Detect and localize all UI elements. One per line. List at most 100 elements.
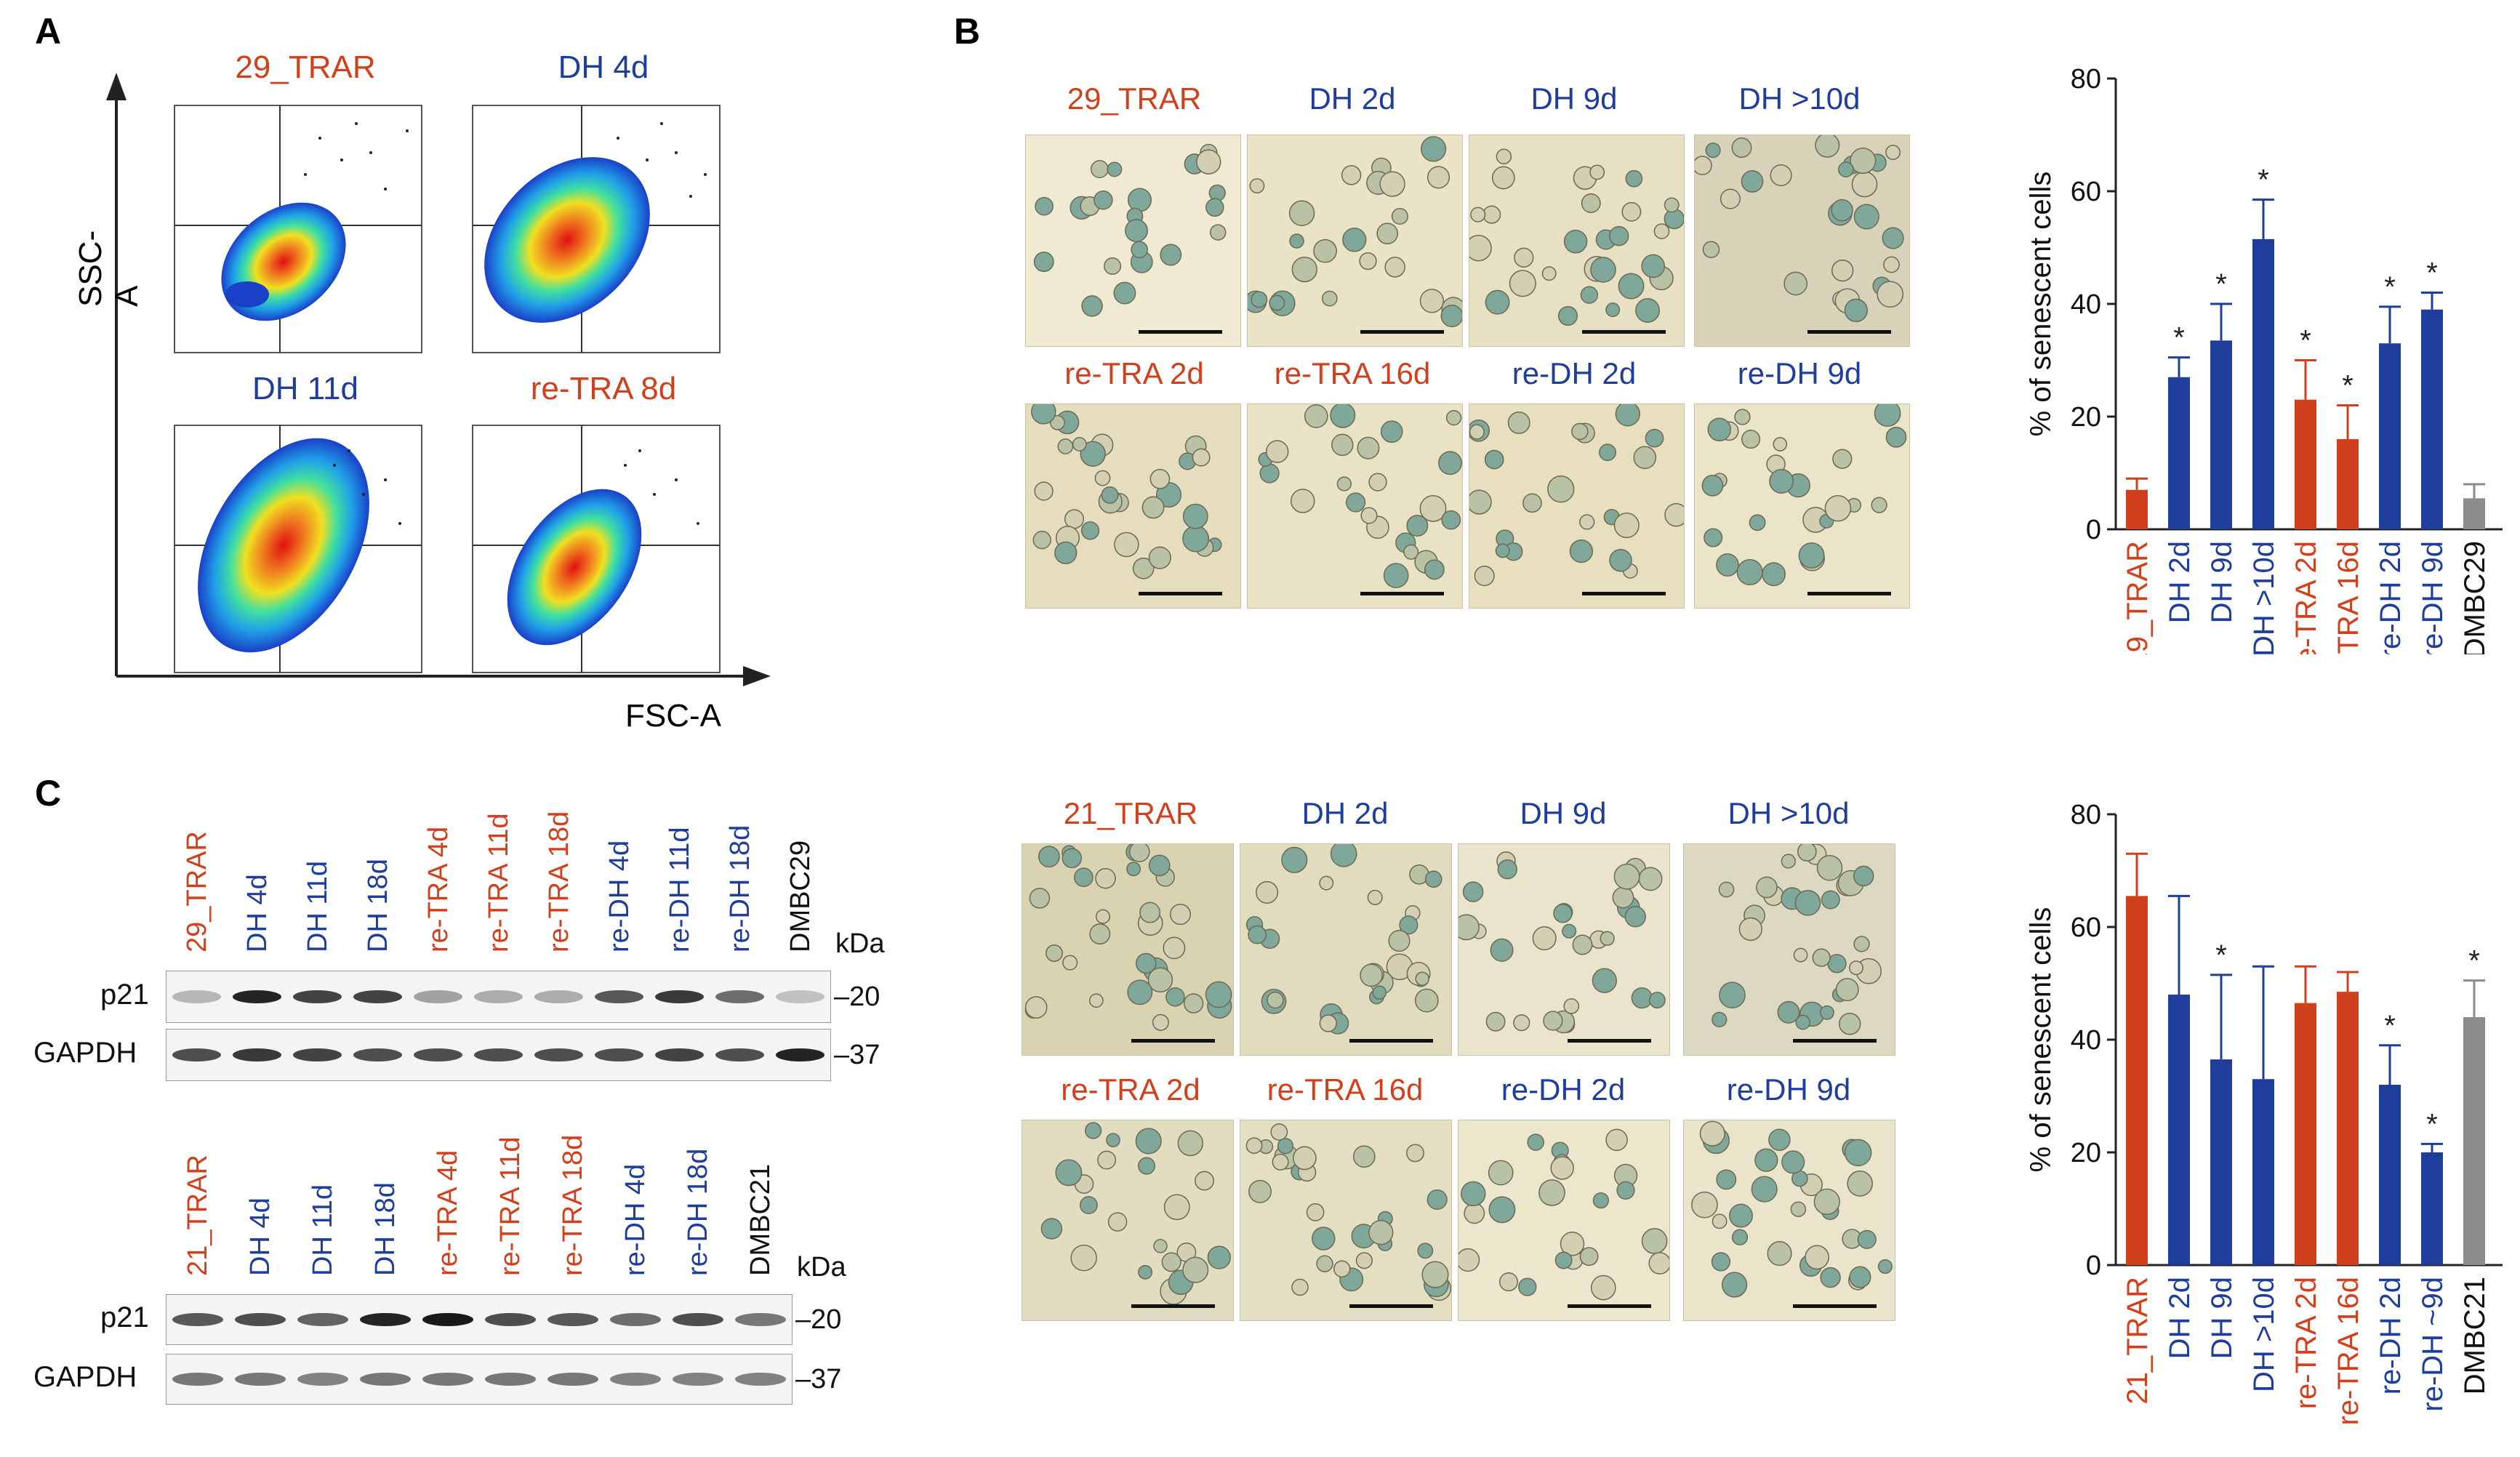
cell — [1580, 286, 1599, 304]
scale-bar — [1582, 330, 1666, 334]
cell — [1485, 289, 1510, 315]
cell — [1160, 244, 1182, 266]
cell — [1883, 256, 1900, 273]
bar — [2210, 340, 2232, 529]
p21-band — [610, 1313, 661, 1326]
cell — [1419, 289, 1445, 313]
cell — [1882, 227, 1904, 249]
micro-title-t5: re-TRA 2d — [1064, 356, 1204, 390]
scale-bar — [1807, 330, 1891, 334]
gapdh-row-label: GAPDH — [33, 1361, 137, 1393]
y-tick-label: 0 — [2086, 515, 2101, 545]
significance-star: * — [2300, 325, 2311, 357]
facs-title-2: DH 4d — [558, 49, 649, 85]
micro-title-b4: DH >10d — [1728, 796, 1850, 830]
gapdh-band — [422, 1373, 473, 1386]
cell — [1359, 252, 1377, 270]
western-blot-1: 29_TRAR DH 4d DH 11d DH 18d re-TRA 4d re-TRA … — [0, 0, 945, 1081]
bar — [2126, 489, 2148, 529]
cell — [1562, 923, 1577, 939]
bar — [2337, 439, 2359, 529]
cell — [1084, 1122, 1102, 1139]
panel-label-b: B — [954, 11, 981, 52]
cell — [1458, 914, 1480, 941]
cell — [1579, 1247, 1599, 1267]
significance-star: * — [2215, 268, 2227, 300]
cell — [1316, 1255, 1333, 1272]
gapdh-row-label: GAPDH — [33, 1037, 137, 1069]
cell — [1245, 1137, 1263, 1155]
cell — [1790, 1201, 1807, 1217]
cell — [1731, 137, 1752, 158]
bar — [2295, 399, 2316, 529]
cell — [1797, 844, 1817, 862]
bar-chart-bottom: 0 20 40 60 80 % of senescent cells 21_TRAR DH 2… — [2025, 800, 2503, 1426]
cell — [1272, 1153, 1289, 1171]
bar — [2168, 377, 2190, 529]
micro-title-b3: DH 9d — [1520, 796, 1607, 830]
cell — [1618, 273, 1645, 300]
p21-band — [474, 990, 523, 1003]
cell — [1648, 992, 1666, 1009]
p21-band — [172, 990, 221, 1003]
cell — [1095, 867, 1116, 889]
cell — [1513, 1014, 1530, 1032]
cell — [1355, 1252, 1373, 1269]
cell — [1458, 1248, 1480, 1272]
cell — [1793, 947, 1808, 963]
cell — [1147, 967, 1173, 993]
cell — [1704, 528, 1723, 547]
cell — [1265, 440, 1289, 463]
gapdh-band — [610, 1373, 661, 1386]
cell — [1560, 1232, 1585, 1256]
cell — [1414, 988, 1439, 1013]
micrograph-b3 — [1458, 843, 1670, 1056]
cell — [1281, 846, 1308, 873]
cell — [1798, 542, 1825, 569]
cell — [1277, 1138, 1294, 1155]
cell — [1249, 178, 1265, 194]
cell — [1376, 222, 1399, 245]
p21-band — [673, 1313, 723, 1326]
cell — [1550, 1156, 1574, 1180]
scale-bar — [1349, 1039, 1433, 1043]
cell — [1256, 880, 1279, 904]
facs-plots — [174, 105, 721, 673]
cells-drawing — [1695, 135, 1904, 323]
cell — [1853, 204, 1879, 230]
micrograph-t7 — [1469, 404, 1685, 609]
cell — [1579, 514, 1595, 530]
y-tick-label: 20 — [2071, 1138, 2101, 1168]
cell — [1641, 1228, 1668, 1254]
cell — [1415, 971, 1429, 986]
cell — [1557, 305, 1578, 326]
cell — [1192, 448, 1211, 467]
micro-title-t8: re-DH 9d — [1737, 356, 1862, 390]
bar — [2337, 992, 2359, 1265]
cells-drawing — [1469, 404, 1684, 587]
y-tick-label: 40 — [2071, 289, 2101, 320]
significance-star: * — [2468, 945, 2480, 977]
cell — [1497, 859, 1517, 880]
cell — [1605, 1128, 1628, 1152]
cell — [1248, 925, 1267, 944]
category-label: DH 2d — [2164, 1277, 2196, 1359]
bar — [2168, 995, 2190, 1265]
cell — [1844, 1139, 1872, 1167]
cell — [1330, 404, 1356, 428]
cell — [1330, 844, 1357, 867]
cell — [1336, 476, 1352, 491]
cell — [1182, 503, 1208, 529]
p21-blot-strip — [166, 1294, 792, 1345]
cell — [1054, 541, 1078, 565]
cells-drawing — [1248, 136, 1462, 328]
gapdh-band — [547, 1373, 598, 1386]
cell — [1441, 510, 1461, 530]
cell — [1074, 867, 1094, 888]
cell — [1621, 201, 1642, 222]
p21-row-label: p21 — [100, 1301, 149, 1333]
cell — [1711, 1252, 1731, 1272]
cell — [1137, 1157, 1156, 1175]
cell — [1702, 241, 1720, 258]
cell — [1590, 1275, 1616, 1301]
